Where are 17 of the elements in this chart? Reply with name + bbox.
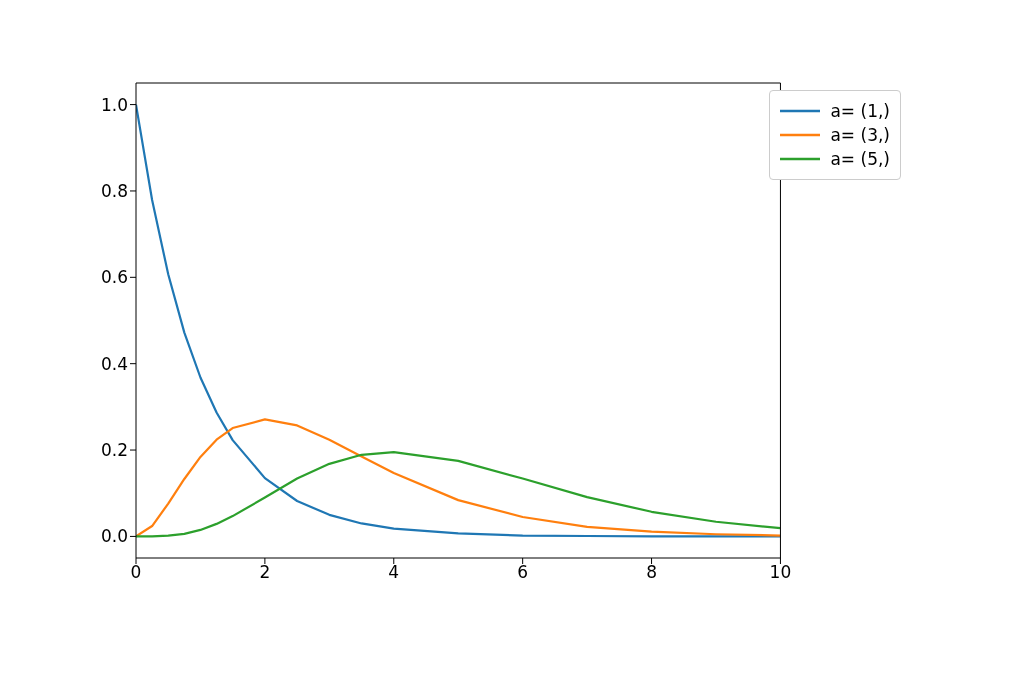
legend-label: a= (3,) [830,125,890,145]
x-tick-label: 6 [517,562,529,583]
y-tick-label: 0.2 [100,440,128,461]
x-tick-label: 0 [130,562,142,583]
y-tick-label: 1.0 [100,94,128,115]
x-tick-label: 2 [259,562,271,583]
y-tick-label: 0.6 [100,267,128,288]
line-series [136,418,781,538]
y-tick-label: 0.0 [100,526,128,547]
x-tick-label: 4 [388,562,400,583]
x-tick-label: 10 [769,562,792,583]
line-series [136,451,781,538]
x-tick-label: 8 [646,562,657,583]
y-tick-label: 0.8 [100,180,128,201]
legend-label: a= (1,) [830,101,890,121]
legend-label: a= (5,) [830,149,890,169]
y-tick-label: 0.4 [100,353,128,374]
